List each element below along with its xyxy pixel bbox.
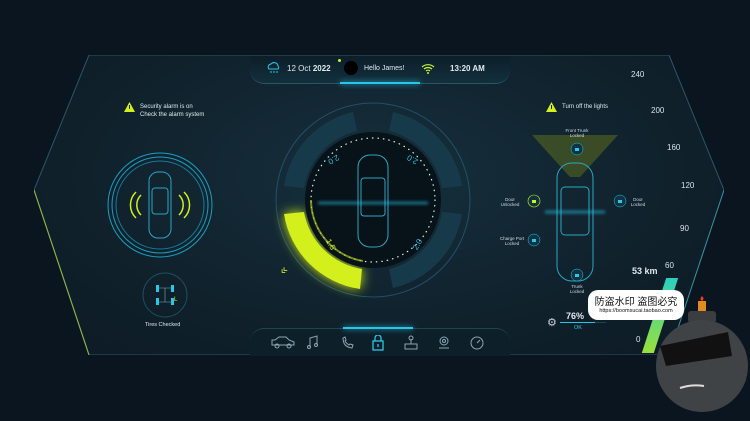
speed-tick: 240 [631,70,645,79]
watermark-line1: 防盗水印 盗图必究 [594,297,678,308]
nav-glow [343,327,413,329]
speed-tick: 200 [651,106,665,115]
nav-icons [271,335,484,351]
tire-pressure-gauge [275,102,471,298]
battery-status: OK [574,325,582,331]
speed-tick: 0 [636,335,641,344]
distance-readout: 53 km [632,266,658,276]
battery-track [560,322,606,323]
charge-port-status: Charge Port Locked [499,236,525,246]
clock: 13:20 AM [450,64,485,73]
joystick-icon[interactable] [404,335,418,350]
battery-fill [560,322,595,323]
date-day: 12 Oct [287,64,311,73]
gear-icon[interactable]: ⚙ [547,317,557,329]
lock-icon[interactable] [372,335,384,351]
battery-percent: 76% [566,311,585,321]
door-left-status: Door Unlocked [500,197,520,207]
segment-fr [389,112,462,188]
greeting: Hello James! [364,65,405,72]
speed-tick: 60 [665,261,674,270]
lock-status-graphic [527,135,627,282]
segment-rl [284,212,362,289]
segment-rr [389,212,462,288]
wifi-icon [421,64,435,74]
bomb-mascot [656,296,748,412]
security-car-graphic [107,152,213,258]
location-icon[interactable] [439,336,449,349]
speed-tick: 160 [667,143,681,152]
segment-fl [284,112,357,188]
online-dot [338,59,341,62]
door-right-status: Door Locked [630,197,646,207]
music-icon[interactable] [307,335,318,349]
tires-label: Tires Checked [145,322,181,328]
warning-icon [546,102,557,112]
watermark-line2: https://boomsucai.taobao.com [599,308,673,314]
date: 12 Oct 2022 [287,64,331,73]
watermark-bubble: 防盗水印 盗图必究 https://boomsucai.taobao.com [588,290,684,320]
alert-line-2: Check the alarm system [140,112,205,118]
date-year: 2022 [312,64,331,73]
phone-icon[interactable] [342,336,354,349]
car-icon[interactable] [271,336,295,349]
tires-graphic [142,272,188,318]
front-trunk-status: Front Trunk Locked [565,128,589,138]
trunk-status: Trunk Locked [569,284,585,294]
cloud-rain-icon [267,62,280,73]
tire-mark: L [174,297,178,303]
status-bar [250,56,510,84]
speed-tick: 90 [680,224,689,233]
lights-alert: Turn off the lights [562,104,609,110]
status-glow [340,82,420,84]
warning-icon [124,102,135,112]
security-alert: Security alarm is on Check the alarm syst… [140,103,204,119]
gauge-icon[interactable] [470,336,484,350]
avatar[interactable] [344,61,358,75]
alert-line-1: Security alarm is on [140,104,193,110]
speed-tick: 120 [681,181,695,190]
